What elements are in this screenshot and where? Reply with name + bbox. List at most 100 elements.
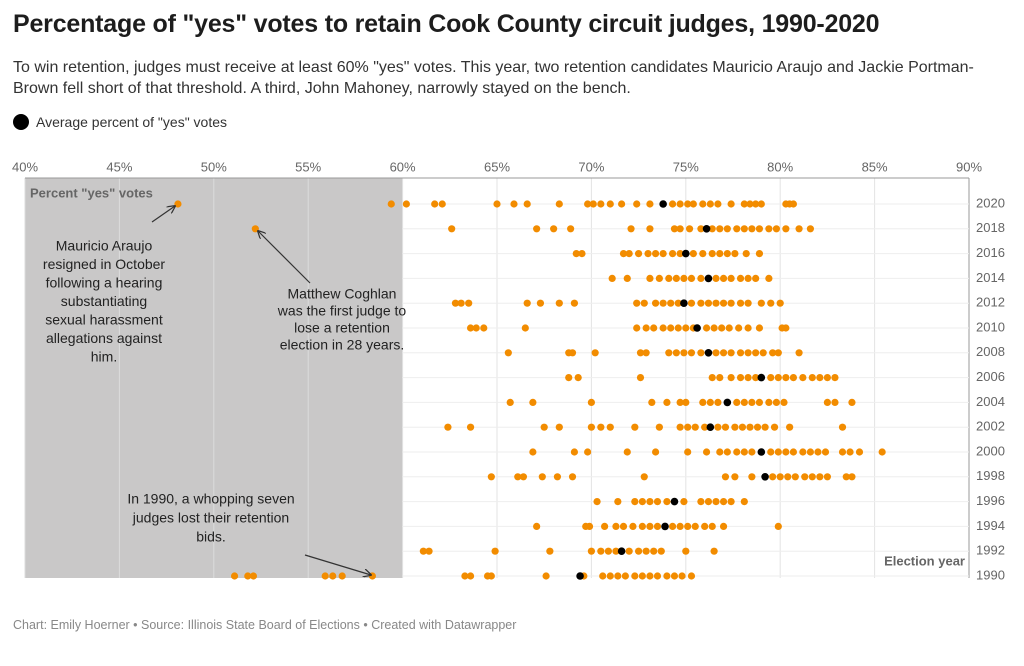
judge-dot [550,225,558,233]
average-dot [723,398,732,407]
judge-dot [748,448,756,456]
judge-dot [744,324,752,332]
judge-dot [723,225,731,233]
judge-dot [646,200,654,208]
judge-dot [674,324,682,332]
judge-dot [466,324,475,332]
judge-dot [755,225,764,233]
x-tick-label: 55% [295,159,321,174]
judge-dot [699,250,707,258]
judge-dot [721,423,730,431]
judge-dot [699,398,707,406]
judge-dot [540,423,548,431]
y-tick-label: 2010 [976,319,1005,334]
annotation: Mauricio Araujo [56,238,153,254]
judge-dot [823,398,832,406]
y-tick-label: 1994 [976,518,1005,533]
judge-dot [680,349,688,357]
judge-dot [697,225,705,233]
judge-dot [755,324,764,332]
y-tick-label: 2002 [976,419,1005,434]
x-tick-label: 90% [956,159,982,174]
average-dot [704,349,713,357]
x-tick-label: 45% [106,159,132,174]
judge-dot [570,299,579,307]
judge-dot [321,572,329,580]
judge-dot [697,299,705,307]
judge-dot [593,498,601,506]
judge-dot [601,522,609,531]
judge-dot [644,250,652,258]
judge-dot [425,547,433,555]
judge-dot [838,448,847,456]
judge-dot [733,398,741,406]
judge-dot [646,274,654,282]
judge-dot [651,448,660,456]
judge-dot [740,200,748,208]
judge-dot [736,349,745,357]
judge-dot [402,200,410,208]
judge-dot [665,274,673,282]
judge-dot [799,448,807,456]
judge-dot [568,349,577,357]
judge-dot [651,299,660,307]
judge-dot [519,473,528,481]
judge-dot [618,200,626,208]
judge-dot [480,324,488,332]
judge-dot [636,374,645,382]
judge-dot [784,473,792,481]
judge-dot [719,299,728,307]
judge-dot [725,324,733,332]
judge-dot [368,572,376,580]
judge-dot [795,225,803,233]
judge-dot [731,250,739,258]
judge-dot [514,473,522,481]
judge-dot [721,473,730,481]
judge-dot [744,349,752,357]
annotation: sexual harassment [45,312,163,328]
judge-dot [687,349,696,357]
judge-dot [786,423,794,431]
judge-dot [633,324,641,332]
judge-dot [646,225,654,233]
judge-dot [487,572,495,580]
judge-dot [733,448,741,456]
judge-dot [676,200,684,208]
judge-dot [448,225,456,233]
judge-dot [244,572,252,580]
judge-dot [676,522,684,531]
judge-dot [731,423,739,431]
judge-dot [752,274,760,282]
judge-dot [697,274,705,282]
judge-dot [691,522,699,531]
judge-dot [653,572,662,580]
judge-dot [712,349,720,357]
judge-dot [680,274,688,282]
judge-dot [619,250,628,258]
judge-dot [761,423,769,431]
judge-dot [799,374,807,382]
judge-dot [789,200,798,208]
judge-dot [633,299,641,307]
judge-dot [542,572,550,580]
y-tick-label: 1990 [976,567,1005,582]
judge-dot [638,572,646,580]
judge-dot [753,423,762,431]
y-axis-label: Election year [884,553,965,568]
judge-dot [689,250,697,258]
judge-dot [806,448,815,456]
judge-dot [687,572,696,580]
judge-dot [568,473,577,481]
judge-dot [727,299,735,307]
judge-dot [623,448,631,456]
judge-dot [744,299,752,307]
average-dot [702,225,711,233]
judge-dot [578,250,586,258]
judge-dot [555,299,563,307]
judge-dot [748,473,756,481]
average-dot [761,473,769,481]
judge-dot [670,572,679,580]
judge-dot [504,349,512,357]
judge-dot [746,423,754,431]
